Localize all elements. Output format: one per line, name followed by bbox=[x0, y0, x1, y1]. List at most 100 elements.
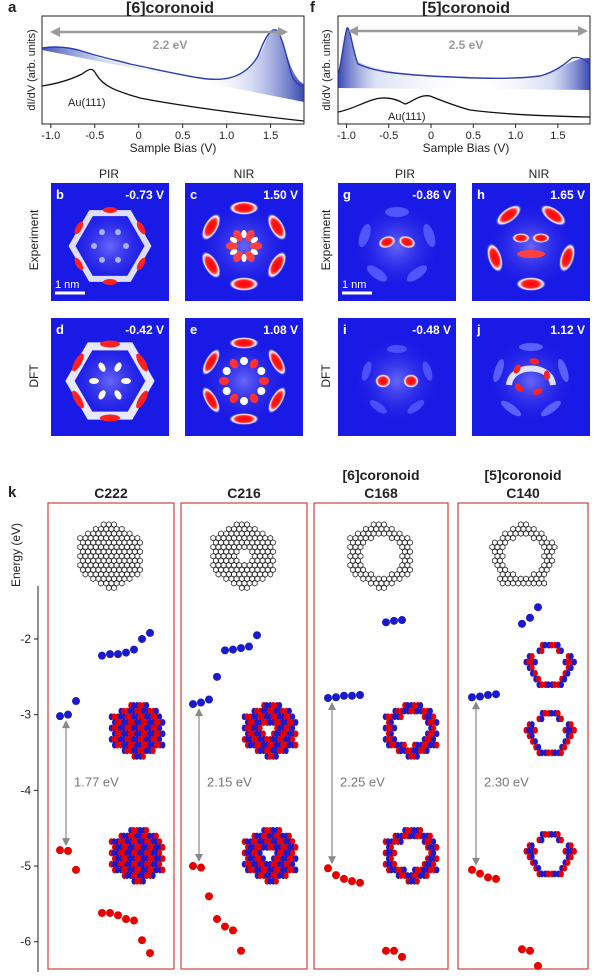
orbital-lobe bbox=[568, 664, 574, 672]
orbital-lobe bbox=[385, 724, 391, 732]
energy-level-dot bbox=[518, 945, 526, 954]
orbital-lobe bbox=[260, 855, 266, 863]
carbon-ring bbox=[499, 561, 506, 569]
orbital-lobe bbox=[131, 838, 137, 846]
energy-level-dot bbox=[205, 892, 213, 901]
orbital-lobe bbox=[434, 730, 440, 738]
map-glow bbox=[487, 202, 575, 290]
column-2: C216 2.15 eV bbox=[180, 485, 308, 970]
density-lobe bbox=[98, 362, 106, 372]
orbital-lobe bbox=[127, 843, 133, 851]
orbital-lobe bbox=[121, 730, 127, 738]
density-lobe bbox=[267, 213, 287, 241]
orbital-lobe bbox=[427, 832, 433, 840]
orbital-lobe bbox=[277, 860, 283, 868]
orbital-lobe bbox=[539, 836, 545, 844]
orbital-lobe bbox=[150, 849, 156, 857]
density-lobe bbox=[532, 388, 543, 396]
orbital-lobe bbox=[270, 747, 276, 755]
density-lobe bbox=[222, 367, 231, 375]
energy-level-dot bbox=[534, 603, 542, 612]
orbital-lobe bbox=[114, 855, 120, 863]
energy-level-dot bbox=[356, 878, 364, 887]
orbital-lobe bbox=[293, 741, 299, 749]
orbital-lobe bbox=[277, 849, 283, 857]
orbital-lobe bbox=[144, 872, 150, 879]
carbon-ring bbox=[267, 571, 274, 578]
orbital-lobe bbox=[395, 707, 401, 715]
density-arc bbox=[506, 365, 556, 386]
orbital-lobe bbox=[565, 726, 571, 734]
orbital-lobe bbox=[121, 843, 127, 851]
orbital-lobe bbox=[244, 713, 250, 721]
orbital-lobe bbox=[401, 707, 407, 715]
orbital-lobe bbox=[251, 724, 257, 732]
density-lobe bbox=[201, 213, 221, 241]
orbital-lobe bbox=[124, 838, 130, 846]
orbital-lobe bbox=[251, 735, 257, 743]
orbital-lobe bbox=[260, 843, 266, 851]
orbital-lobe bbox=[264, 713, 270, 721]
map-letter: h bbox=[477, 187, 485, 202]
density-lobe bbox=[114, 362, 122, 372]
orbital-lobe bbox=[134, 730, 140, 738]
density-lobe bbox=[559, 243, 576, 273]
orbital-lobe bbox=[532, 738, 538, 745]
y-axis-label: dI/dV (arb. units) bbox=[26, 29, 38, 110]
y-tick-label: -2 bbox=[20, 632, 31, 646]
orbital-lobe bbox=[144, 713, 150, 721]
orbital-lobe bbox=[405, 702, 411, 709]
orbital-lobe bbox=[267, 741, 273, 749]
orbital-lobe bbox=[414, 877, 420, 885]
orbital-lobe bbox=[121, 707, 127, 715]
orbital-lobe bbox=[153, 719, 159, 726]
orbital-lobe bbox=[257, 713, 263, 721]
orbital-lobe bbox=[434, 866, 440, 874]
density-lobe bbox=[103, 279, 117, 285]
density-lobe bbox=[422, 361, 433, 381]
x-tick-label: 0 bbox=[136, 130, 142, 142]
column-title-2: C140 bbox=[506, 485, 540, 501]
orbital-lobe bbox=[283, 838, 289, 846]
x-tick-label: 0.5 bbox=[175, 130, 190, 142]
density-lobe bbox=[250, 237, 259, 243]
gap-shading bbox=[42, 30, 304, 103]
density-lobe bbox=[495, 204, 522, 226]
orbital-lobe bbox=[418, 826, 424, 834]
orbital-lobe bbox=[286, 741, 292, 749]
energy-level-dot bbox=[106, 650, 114, 659]
energy-level-dot bbox=[72, 697, 80, 706]
carbon-ring bbox=[225, 561, 232, 569]
orbital-lobe bbox=[134, 855, 140, 863]
energy-level-dot bbox=[237, 946, 245, 955]
orbital-lobe bbox=[144, 838, 150, 846]
orbital-lobe bbox=[549, 709, 555, 717]
orbital-lobe bbox=[385, 838, 391, 846]
row-label-experiment: Experiment bbox=[319, 209, 333, 270]
orbital-lobe bbox=[558, 749, 564, 757]
energy-level-dot bbox=[122, 648, 130, 657]
orbital-lobe bbox=[392, 860, 398, 868]
orbital-lobe bbox=[257, 838, 263, 846]
orbital-lobe bbox=[273, 843, 279, 851]
orbital-lobe bbox=[280, 832, 286, 840]
energy-level-dot bbox=[348, 877, 356, 886]
density-lobe bbox=[403, 374, 419, 388]
orbital-lobe bbox=[137, 747, 143, 755]
orbital-lobe bbox=[565, 738, 571, 745]
orbital-lobe bbox=[137, 724, 143, 732]
x-ticks: -1.0 -0.5 0 0.5 1.0 1.5 bbox=[41, 124, 278, 142]
orbital-lobe bbox=[286, 730, 292, 738]
map-header-nir: NIR bbox=[234, 167, 255, 181]
carbon-ring bbox=[357, 561, 364, 569]
column-box bbox=[180, 502, 308, 970]
orbital-lobe bbox=[286, 843, 292, 851]
density-lobe bbox=[486, 243, 503, 273]
orbital-lobe bbox=[137, 849, 143, 857]
orbital-lobe bbox=[529, 842, 535, 850]
orbital-lobe bbox=[131, 747, 137, 755]
energy-level-dot bbox=[138, 634, 146, 643]
column-title-2: C222 bbox=[94, 485, 128, 501]
carbon-ring bbox=[388, 580, 395, 587]
density-lobe bbox=[517, 250, 545, 258]
